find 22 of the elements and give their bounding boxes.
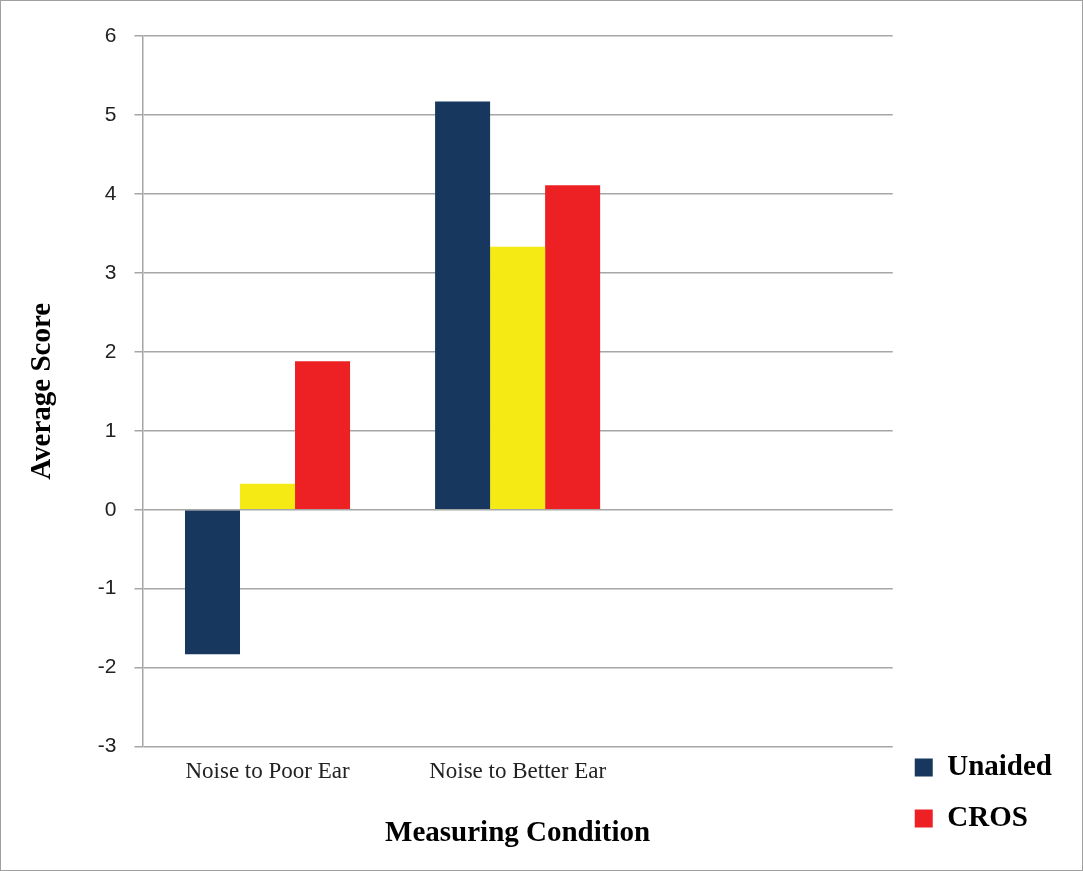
- y-tick-label: 2: [104, 338, 117, 362]
- y-tick-label: -3: [97, 733, 117, 757]
- y-tick-label: 6: [104, 22, 117, 46]
- x-tick-label: Noise to Poor Ear: [185, 758, 350, 784]
- x-axis-title: Measuring Condition: [385, 815, 651, 848]
- y-tick-label: 5: [104, 101, 117, 125]
- y-tick-label: 4: [104, 180, 117, 204]
- y-tick-label: -1: [97, 575, 117, 599]
- bar: [490, 246, 546, 509]
- y-tick-label: -2: [97, 654, 117, 678]
- y-axis-title: Average Score: [23, 302, 56, 480]
- x-tick-label: Noise to Better Ear: [429, 758, 607, 784]
- y-tick-label: 0: [104, 496, 117, 520]
- y-tick-label: 3: [104, 259, 117, 283]
- bar: [295, 361, 351, 509]
- legend-label: Unaided: [947, 748, 1053, 781]
- legend-label: CROS: [947, 799, 1028, 832]
- y-tick-label: 1: [104, 417, 117, 441]
- bar: [545, 185, 601, 509]
- bar: [184, 510, 241, 655]
- bar: [240, 483, 296, 509]
- bar: [435, 101, 491, 509]
